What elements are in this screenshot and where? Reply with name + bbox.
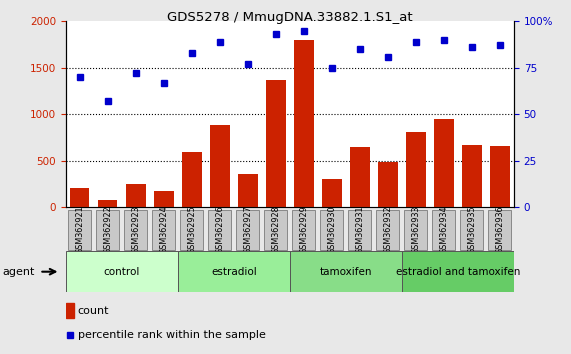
Bar	[402, 251, 514, 292]
Bar	[126, 184, 146, 207]
Text: percentile rank within the sample: percentile rank within the sample	[78, 330, 266, 339]
Text: GSM362929: GSM362929	[299, 206, 308, 255]
Bar	[182, 152, 202, 207]
FancyBboxPatch shape	[292, 210, 315, 250]
Text: GSM362923: GSM362923	[131, 206, 140, 255]
Text: GSM362936: GSM362936	[496, 206, 504, 255]
Bar	[434, 119, 454, 207]
Bar	[406, 132, 425, 207]
Text: control: control	[103, 267, 140, 277]
Bar	[378, 162, 397, 207]
FancyBboxPatch shape	[180, 210, 203, 250]
Text: GDS5278 / MmugDNA.33882.1.S1_at: GDS5278 / MmugDNA.33882.1.S1_at	[167, 11, 413, 24]
FancyBboxPatch shape	[152, 210, 175, 250]
FancyBboxPatch shape	[208, 210, 231, 250]
Text: GSM362927: GSM362927	[243, 206, 252, 255]
Text: estradiol: estradiol	[211, 267, 256, 277]
Text: GSM362932: GSM362932	[383, 206, 392, 255]
FancyBboxPatch shape	[68, 210, 91, 250]
Bar	[290, 251, 402, 292]
Bar	[490, 146, 510, 207]
Text: GSM362925: GSM362925	[187, 206, 196, 255]
Bar	[66, 251, 178, 292]
Bar	[210, 125, 230, 207]
FancyBboxPatch shape	[96, 210, 119, 250]
Text: agent: agent	[3, 267, 35, 277]
FancyBboxPatch shape	[124, 210, 147, 250]
FancyBboxPatch shape	[264, 210, 287, 250]
Bar	[66, 303, 74, 318]
Text: GSM362933: GSM362933	[411, 206, 420, 255]
Text: GSM362926: GSM362926	[215, 206, 224, 255]
FancyBboxPatch shape	[348, 210, 371, 250]
Text: GSM362935: GSM362935	[468, 206, 476, 255]
Bar	[322, 179, 341, 207]
Text: GSM362922: GSM362922	[103, 206, 112, 255]
Text: GSM362924: GSM362924	[159, 206, 168, 255]
Text: GSM362931: GSM362931	[355, 206, 364, 255]
FancyBboxPatch shape	[236, 210, 259, 250]
Text: count: count	[78, 306, 109, 316]
Bar	[178, 251, 289, 292]
Text: tamoxifen: tamoxifen	[320, 267, 372, 277]
FancyBboxPatch shape	[404, 210, 427, 250]
Bar	[70, 188, 90, 207]
Bar	[98, 200, 118, 207]
FancyBboxPatch shape	[376, 210, 399, 250]
Text: GSM362934: GSM362934	[439, 206, 448, 255]
Text: GSM362930: GSM362930	[327, 206, 336, 255]
Bar	[294, 40, 313, 207]
Bar	[238, 174, 258, 207]
FancyBboxPatch shape	[460, 210, 484, 250]
Text: estradiol and tamoxifen: estradiol and tamoxifen	[396, 267, 520, 277]
FancyBboxPatch shape	[488, 210, 512, 250]
FancyBboxPatch shape	[432, 210, 455, 250]
Text: GSM362928: GSM362928	[271, 206, 280, 255]
Text: GSM362921: GSM362921	[75, 206, 84, 255]
Bar	[462, 145, 482, 207]
Bar	[266, 80, 286, 207]
Bar	[350, 147, 369, 207]
Bar	[154, 191, 174, 207]
FancyBboxPatch shape	[320, 210, 343, 250]
